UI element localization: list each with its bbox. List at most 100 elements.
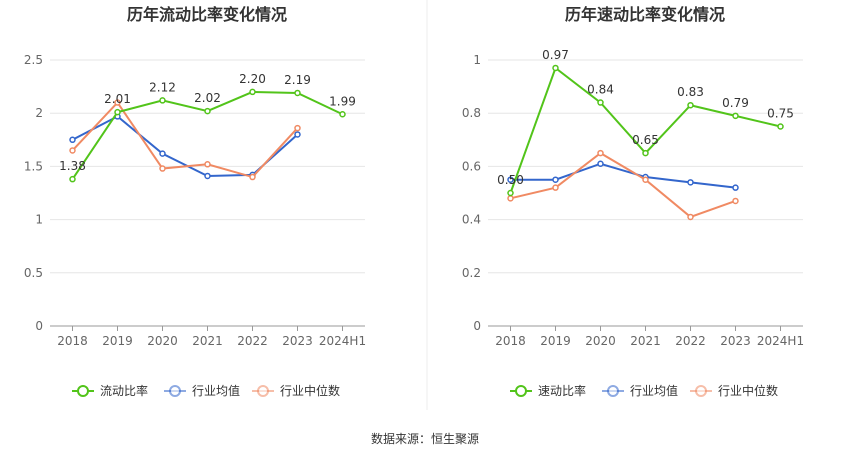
legend-label: 速动比率 <box>538 383 586 398</box>
data-point <box>69 147 76 154</box>
x-tick-label: 2021 <box>630 334 661 348</box>
data-point <box>204 172 211 180</box>
data-point <box>642 176 649 183</box>
y-tick-label: 2 <box>35 106 43 120</box>
data-point <box>294 89 301 97</box>
legend-label: 行业均值 <box>630 383 678 398</box>
legend-label: 流动比率 <box>100 383 148 398</box>
x-tick-label: 2024H1 <box>757 334 804 348</box>
data-point <box>159 165 166 172</box>
x-tick-label: 2023 <box>282 334 313 348</box>
data-label: 0.79 <box>722 96 749 110</box>
data-label: 2.19 <box>284 73 311 87</box>
data-point <box>249 88 256 96</box>
data-label: 2.01 <box>104 92 131 106</box>
data-point <box>114 99 121 106</box>
data-point <box>294 124 301 132</box>
y-tick-label: 0.5 <box>24 266 43 280</box>
data-point <box>687 101 694 109</box>
x-tick-label: 2019 <box>540 334 571 348</box>
data-point <box>687 213 694 221</box>
legend-marker <box>695 385 707 397</box>
data-point <box>732 112 739 120</box>
y-tick-label: 1.5 <box>24 159 43 173</box>
legend-marker <box>169 385 181 397</box>
legend-item-1[interactable]: 速动比率 <box>510 383 586 398</box>
legend-marker <box>607 385 619 397</box>
legend-label: 行业中位数 <box>718 383 778 398</box>
data-label: 1.38 <box>59 159 86 173</box>
chart-title: 历年速动比率变化情况 <box>565 5 725 24</box>
data-point <box>69 175 76 183</box>
x-tick-label: 2023 <box>720 334 751 348</box>
data-point <box>687 179 694 186</box>
x-tick-label: 2020 <box>147 334 178 348</box>
y-tick-label: 1 <box>35 213 43 227</box>
x-tick-label: 2020 <box>585 334 616 348</box>
legend-item-3[interactable]: 行业中位数 <box>690 383 778 398</box>
data-label: 1.99 <box>329 94 356 108</box>
data-point <box>777 123 784 130</box>
data-point <box>159 97 166 104</box>
y-tick-label: 0.2 <box>462 266 481 280</box>
data-label: 2.12 <box>149 80 176 94</box>
legend-label: 行业中位数 <box>280 383 340 398</box>
data-point <box>642 149 649 157</box>
x-tick-label: 2022 <box>237 334 268 348</box>
data-point <box>552 184 559 191</box>
x-tick-label: 2019 <box>102 334 133 348</box>
data-point <box>69 136 76 144</box>
legend-item-2[interactable]: 行业均值 <box>164 383 240 398</box>
x-tick-label: 2022 <box>675 334 706 348</box>
data-point <box>552 64 559 72</box>
y-tick-label: 0.8 <box>462 106 481 120</box>
data-point <box>204 107 211 115</box>
data-label: 0.83 <box>677 85 704 99</box>
data-label: 0.75 <box>767 107 794 121</box>
data-point <box>597 99 604 106</box>
data-point <box>597 160 604 167</box>
chart-panel-1: 历年流动比率变化情况 0 0.5 1 1.5 2 2.5 2018 2019 2020 2021 20… <box>24 5 366 398</box>
data-point <box>552 176 559 183</box>
data-point <box>249 173 256 181</box>
legend-label: 行业均值 <box>192 383 240 398</box>
data-point <box>114 108 121 116</box>
legend-item-1[interactable]: 流动比率 <box>72 383 148 398</box>
legend-item-2[interactable]: 行业均值 <box>602 383 678 398</box>
legend-marker <box>257 385 269 397</box>
y-tick-label: 0.6 <box>462 159 481 173</box>
data-label: 0.50 <box>497 173 524 187</box>
y-tick-label: 2.5 <box>24 53 43 67</box>
chart-title: 历年流动比率变化情况 <box>127 5 287 24</box>
y-tick-label: 0 <box>35 319 43 333</box>
data-label: 2.20 <box>239 72 266 86</box>
data-point <box>507 176 514 183</box>
data-point <box>159 150 166 157</box>
data-point <box>732 197 739 205</box>
data-label: 2.02 <box>194 91 221 105</box>
y-tick-label: 1 <box>473 53 481 67</box>
legend-marker <box>515 385 527 397</box>
x-tick-label: 2018 <box>57 334 88 348</box>
series-line-2 <box>510 162 736 189</box>
data-point <box>339 111 346 118</box>
x-tick-label: 2018 <box>495 334 526 348</box>
data-point <box>204 161 211 168</box>
series-line-3 <box>71 100 299 179</box>
x-tick-label: 2021 <box>192 334 223 348</box>
legend-item-3[interactable]: 行业中位数 <box>252 383 340 398</box>
y-tick-label: 0 <box>473 319 481 333</box>
data-label: 0.97 <box>542 48 569 62</box>
data-point <box>732 184 739 191</box>
data-point <box>507 195 514 202</box>
data-point <box>597 149 604 157</box>
data-label: 0.65 <box>632 133 659 147</box>
y-tick-label: 0.4 <box>462 213 481 227</box>
series-line-3 <box>510 151 736 219</box>
data-point <box>507 189 514 197</box>
data-point <box>294 131 301 138</box>
data-label: 0.84 <box>587 83 614 97</box>
chart-panel-2: 历年速动比率变化情况 0 0.2 0.4 0.6 0.8 1 2018 2019 2020 2021… <box>462 5 804 398</box>
data-source: 数据来源：恒生聚源 <box>371 431 479 446</box>
